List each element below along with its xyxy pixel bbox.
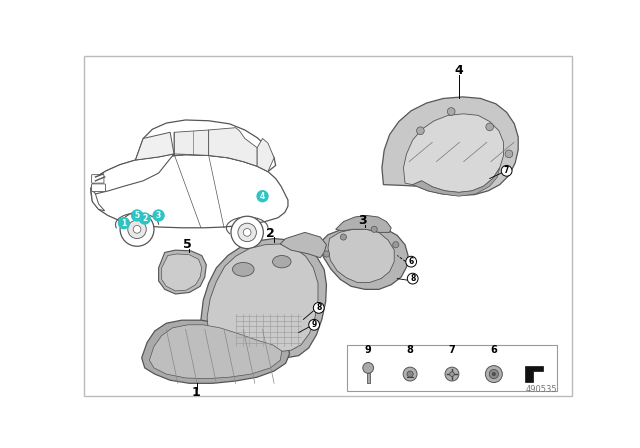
- Circle shape: [393, 241, 399, 248]
- Polygon shape: [91, 189, 105, 211]
- Circle shape: [238, 223, 257, 241]
- Circle shape: [492, 373, 495, 375]
- Polygon shape: [159, 250, 206, 294]
- Text: 4: 4: [454, 64, 463, 77]
- FancyBboxPatch shape: [92, 184, 106, 192]
- Text: 2: 2: [266, 227, 275, 240]
- Circle shape: [447, 108, 455, 116]
- Circle shape: [243, 228, 251, 236]
- Text: 9: 9: [312, 320, 317, 329]
- FancyBboxPatch shape: [84, 56, 572, 396]
- Circle shape: [371, 226, 378, 233]
- Ellipse shape: [232, 263, 254, 276]
- Polygon shape: [136, 120, 276, 172]
- Circle shape: [131, 209, 143, 222]
- Circle shape: [257, 190, 269, 202]
- Circle shape: [450, 372, 454, 376]
- Circle shape: [406, 256, 417, 267]
- Polygon shape: [413, 168, 500, 196]
- Circle shape: [485, 366, 502, 383]
- Polygon shape: [320, 226, 408, 289]
- Text: 6: 6: [408, 257, 414, 266]
- Polygon shape: [209, 128, 257, 166]
- Text: 6: 6: [490, 345, 497, 355]
- Circle shape: [152, 209, 164, 222]
- Text: 1: 1: [122, 219, 127, 228]
- Polygon shape: [257, 138, 274, 172]
- Circle shape: [486, 123, 493, 131]
- Text: 2: 2: [142, 214, 147, 223]
- Polygon shape: [91, 154, 174, 194]
- Text: 5: 5: [134, 211, 140, 220]
- Text: 8: 8: [406, 345, 413, 355]
- Circle shape: [363, 362, 374, 373]
- Circle shape: [340, 234, 346, 240]
- Circle shape: [403, 367, 417, 381]
- FancyBboxPatch shape: [92, 175, 104, 183]
- Polygon shape: [328, 229, 394, 282]
- Text: 3: 3: [358, 214, 367, 227]
- Circle shape: [120, 212, 154, 246]
- Circle shape: [417, 127, 424, 134]
- Text: 9: 9: [365, 345, 372, 355]
- Text: 7: 7: [449, 345, 455, 355]
- Circle shape: [489, 370, 499, 379]
- Polygon shape: [91, 155, 288, 228]
- Text: 7: 7: [504, 166, 509, 175]
- Circle shape: [133, 225, 141, 233]
- Circle shape: [505, 150, 513, 158]
- Text: 8: 8: [316, 303, 321, 312]
- Polygon shape: [207, 244, 318, 353]
- Polygon shape: [174, 130, 209, 155]
- Circle shape: [407, 273, 418, 284]
- Polygon shape: [201, 238, 326, 358]
- Text: 4: 4: [260, 192, 265, 201]
- Text: 490535: 490535: [526, 385, 557, 394]
- Circle shape: [314, 302, 324, 313]
- Polygon shape: [382, 97, 518, 195]
- Circle shape: [323, 251, 330, 257]
- FancyBboxPatch shape: [348, 345, 557, 391]
- Circle shape: [128, 220, 147, 238]
- Polygon shape: [136, 132, 174, 160]
- Circle shape: [407, 371, 413, 377]
- Circle shape: [118, 217, 130, 229]
- Polygon shape: [280, 233, 326, 258]
- Text: 3: 3: [156, 211, 161, 220]
- Polygon shape: [336, 215, 391, 233]
- Ellipse shape: [273, 255, 291, 268]
- Circle shape: [308, 319, 319, 330]
- Polygon shape: [149, 325, 282, 379]
- Polygon shape: [141, 320, 289, 383]
- Polygon shape: [525, 366, 543, 382]
- Text: 5: 5: [184, 238, 192, 251]
- Circle shape: [445, 367, 459, 381]
- Polygon shape: [162, 254, 202, 291]
- FancyBboxPatch shape: [367, 373, 370, 383]
- Text: 8: 8: [410, 274, 415, 283]
- Circle shape: [501, 165, 512, 176]
- Text: 1: 1: [191, 386, 200, 399]
- Polygon shape: [403, 114, 504, 192]
- Circle shape: [231, 216, 263, 249]
- Circle shape: [139, 212, 151, 225]
